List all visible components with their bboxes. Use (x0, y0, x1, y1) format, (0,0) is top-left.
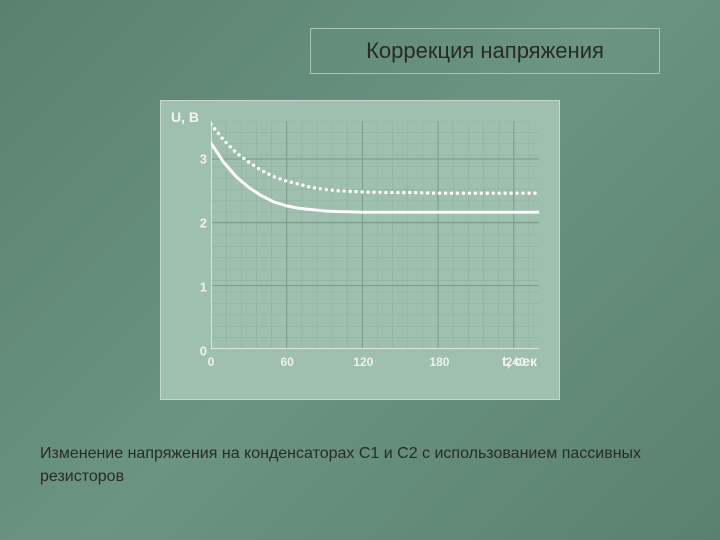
x-tick-label: 60 (280, 355, 293, 369)
chart-plot-area (211, 121, 539, 349)
chart-svg (211, 121, 539, 349)
title-box: Коррекция напряжения (310, 28, 660, 74)
x-tick-label: 0 (208, 355, 215, 369)
y-tick-label: 2 (189, 216, 207, 231)
x-tick-label: 180 (429, 355, 449, 369)
caption-text: Изменение напряжения на конденсаторах С1… (40, 443, 680, 488)
voltage-chart: U, В t, сек 0123060120180240 (160, 100, 560, 400)
page-title: Коррекция напряжения (366, 38, 604, 64)
y-tick-label: 1 (189, 280, 207, 295)
y-axis-label: U, В (171, 109, 199, 125)
x-tick-label: 120 (353, 355, 373, 369)
y-tick-label: 0 (189, 344, 207, 359)
y-tick-label: 3 (189, 152, 207, 167)
x-tick-label: 240 (506, 355, 526, 369)
